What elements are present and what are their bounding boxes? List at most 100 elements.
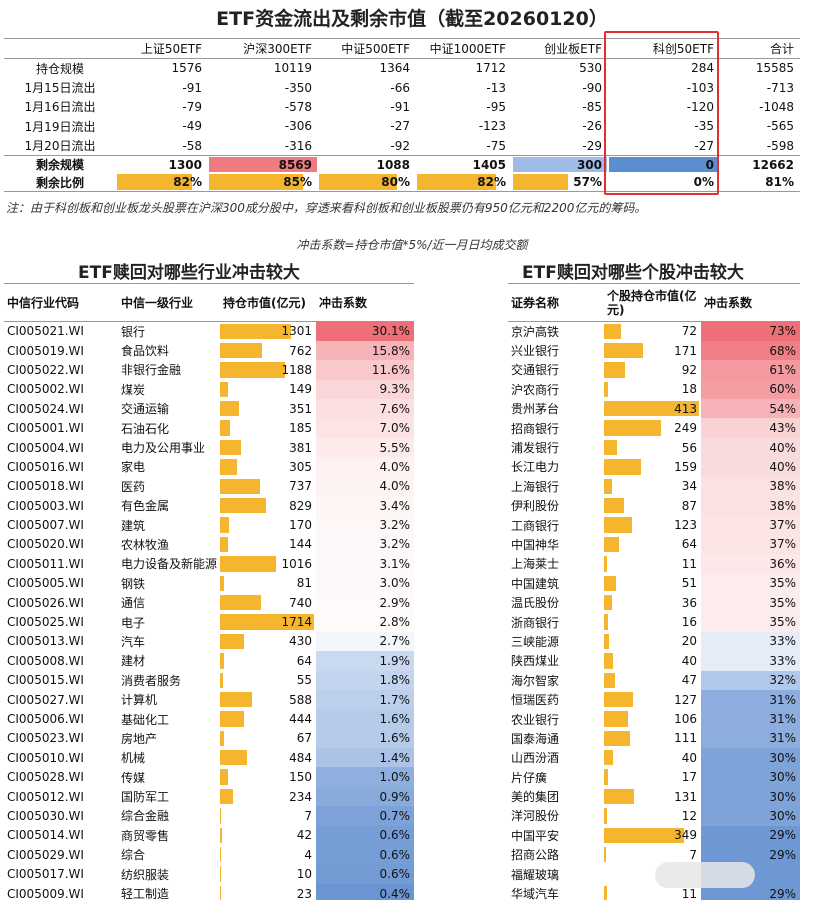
industry-code-cell: CI005015.WI (4, 671, 118, 690)
ratio-bar (117, 174, 193, 190)
impact-heat-fill (316, 476, 414, 497)
holding-value: 16 (681, 615, 697, 630)
holding-value-bar (604, 556, 607, 572)
impact-heat-fill (316, 631, 414, 652)
holding-value-cell: 51 (604, 574, 701, 593)
impact-cell: 1.4% (316, 748, 414, 768)
name-cell: 恒瑞医药 (508, 690, 604, 709)
holding-value-cell: 42 (220, 826, 316, 845)
table-row: CI005001.WI 石油石化 185 7.0% (4, 418, 414, 438)
table-row: 京沪高铁 72 73% (508, 322, 800, 341)
impact-heat-fill (701, 476, 800, 497)
holding-value: 170 (289, 518, 312, 533)
cell-value: -91 (390, 99, 410, 114)
industry-code-cell: CI005023.WI (4, 729, 118, 748)
holding-value-bar (220, 536, 228, 553)
holding-value-bar (604, 730, 630, 747)
item-name: 陕西煤业 (511, 654, 560, 669)
impact-value: 0.6% (379, 828, 411, 843)
table-row: CI005018.WI 医药 737 4.0% (4, 476, 414, 497)
holding-value-bar (604, 691, 634, 708)
industry-code: CI005005.WI (7, 576, 84, 591)
item-name: 非银行金融 (121, 363, 182, 378)
etf-value-cell: 1576 (116, 59, 208, 78)
holding-value-cell: 829 (220, 496, 316, 515)
holding-value-bar (604, 633, 609, 650)
holding-value-cell: 36 (604, 593, 701, 612)
holding-value-cell: 16 (604, 612, 701, 631)
etf-value-cell: 15585 (720, 59, 800, 78)
holding-value-bar (604, 401, 700, 417)
holding-value: 829 (289, 498, 312, 513)
holding-value-bar (220, 594, 261, 611)
holding-value: 18 (681, 382, 697, 397)
impact-value: 61% (769, 362, 796, 377)
holding-value-bar (604, 342, 644, 359)
etf-value-cell: -27 (318, 117, 416, 136)
etf-value-cell: 12662 (720, 155, 800, 173)
impact-value: 3.0% (379, 576, 411, 591)
table-row: CI005006.WI 基础化工 444 1.6% (4, 709, 414, 729)
industry-code: CI005016.WI (7, 459, 84, 474)
impact-heat-fill (316, 612, 414, 632)
name-cell: 家电 (118, 457, 220, 476)
holding-value: 381 (289, 440, 312, 455)
item-name: 山西汾酒 (511, 751, 560, 766)
etf-header-cell: 创业板ETF (512, 38, 608, 59)
industry-code-cell: CI005029.WI (4, 845, 118, 864)
impact-heat-fill (701, 379, 800, 400)
item-name: 农林牧渔 (121, 537, 170, 552)
etf-table-row: 剩余比例 82% 85% 80% 82% 57% 0% 81% (4, 173, 800, 192)
industry-code-cell: CI005004.WI (4, 438, 118, 457)
item-name: 基础化工 (121, 712, 170, 727)
table-row: CI005003.WI 有色金属 829 3.4% (4, 496, 414, 516)
holding-value: 40 (681, 750, 697, 765)
impact-cell: 0.7% (316, 806, 414, 826)
name-cell: 华域汽车 (508, 884, 604, 900)
holding-value: 762 (289, 343, 312, 358)
remaining-color-fill (319, 156, 415, 173)
impact-cell: 0.9% (316, 786, 414, 807)
table-row: 沪农商行 18 60% (508, 379, 800, 400)
name-cell: 兴业银行 (508, 341, 604, 360)
impact-cell: 9.3% (316, 379, 414, 400)
etf-table-row: 1月19日流出 -49 -306 -27 -123 -26 -35 -565 (4, 117, 800, 136)
impact-value: 73% (769, 324, 796, 339)
holding-value-cell: 87 (604, 496, 701, 515)
table-row: 中国建筑 51 35% (508, 573, 800, 593)
holding-value: 20 (681, 634, 697, 649)
impact-heat-fill (316, 418, 414, 438)
etf-table-row: 剩余规模 1300 8569 1088 1405 300 0 12662 (4, 155, 800, 173)
cell-value: -578 (284, 99, 312, 114)
etf-value-cell: -1048 (720, 97, 800, 116)
holding-value-cell: 1301 (220, 322, 316, 341)
impact-cell: 29% (701, 825, 800, 846)
etf-value-cell: -79 (116, 97, 208, 116)
impact-cell: 3.0% (316, 573, 414, 593)
name-cell: 招商公路 (508, 845, 604, 864)
name-cell: 福耀玻璃 (508, 864, 604, 883)
industry-code-cell: CI005009.WI (4, 884, 118, 900)
holding-value: 40 (681, 653, 697, 668)
impact-cell: 0.4% (316, 883, 414, 900)
cell-value: 1405 (472, 157, 506, 172)
impact-value: 31% (769, 712, 796, 726)
table-row: CI005005.WI 钢铁 81 3.0% (4, 573, 414, 593)
industry-code-cell: CI005001.WI (4, 418, 118, 437)
item-name: 消费者服务 (121, 673, 182, 688)
holding-value-bar (604, 750, 614, 766)
industry-code-cell: CI005007.WI (4, 515, 118, 534)
holding-value-bar (220, 653, 224, 669)
impact-value: 4.0% (379, 479, 411, 494)
holding-value-cell: 351 (220, 399, 316, 418)
industry-code-cell: CI005013.WI (4, 632, 118, 651)
industry-code-cell: CI005010.WI (4, 748, 118, 767)
cell-value: -75 (486, 138, 506, 153)
impact-heat-fill (701, 360, 800, 380)
holding-value-bar (604, 575, 616, 591)
industry-code-cell: CI005020.WI (4, 535, 118, 554)
impact-heat-fill (316, 651, 414, 671)
item-name: 银行 (121, 324, 146, 339)
item-name: 电力设备及新能源 (121, 557, 218, 572)
name-cell: 交通运输 (118, 399, 220, 418)
